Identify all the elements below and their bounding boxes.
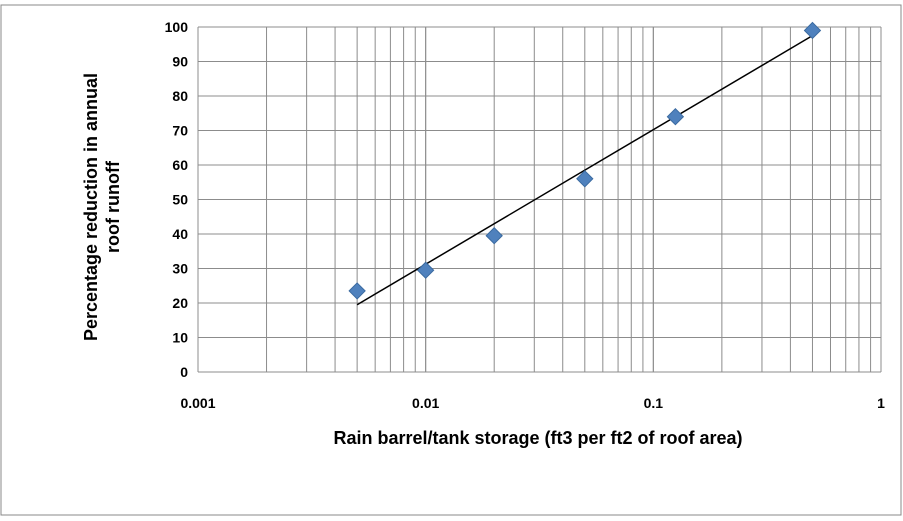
y-axis-title-line-1: Percentage reduction in annual xyxy=(81,73,101,341)
y-tick-label: 40 xyxy=(172,226,188,242)
y-tick-label: 20 xyxy=(172,295,188,311)
y-axis-title-group: Percentage reduction in annual roof runo… xyxy=(81,73,123,341)
chart-border xyxy=(0,4,902,516)
data-point xyxy=(576,170,594,188)
y-tick-label: 50 xyxy=(172,192,188,208)
tick-labels: 0 10 20 30 40 50 60 70 80 90 100 0.001 0.01 0.1 1 xyxy=(165,19,885,411)
y-axis-title-line-2: roof runoff xyxy=(103,160,123,253)
y-tick-label: 0 xyxy=(180,364,188,380)
data-point xyxy=(803,21,822,40)
y-tick-label: 30 xyxy=(172,261,188,277)
y-tick-label: 60 xyxy=(172,157,188,173)
data-point xyxy=(485,227,503,245)
data-point xyxy=(348,282,366,300)
data-points xyxy=(348,21,822,300)
x-tick-label: 0.01 xyxy=(412,395,439,411)
y-tick-label: 90 xyxy=(172,54,188,70)
data-point xyxy=(416,261,435,279)
axes xyxy=(197,27,881,373)
y-tick-label: 100 xyxy=(165,19,189,35)
y-tick-label: 70 xyxy=(172,123,188,139)
y-tick-label: 10 xyxy=(172,330,188,346)
x-tick-label: 1 xyxy=(877,395,885,411)
x-axis-title: Rain barrel/tank storage (ft3 per ft2 of… xyxy=(333,428,742,448)
x-tick-label: 0.1 xyxy=(644,395,664,411)
y-tick-label: 80 xyxy=(172,88,188,104)
x-tick-label: 0.001 xyxy=(180,395,215,411)
data-point xyxy=(666,107,685,126)
